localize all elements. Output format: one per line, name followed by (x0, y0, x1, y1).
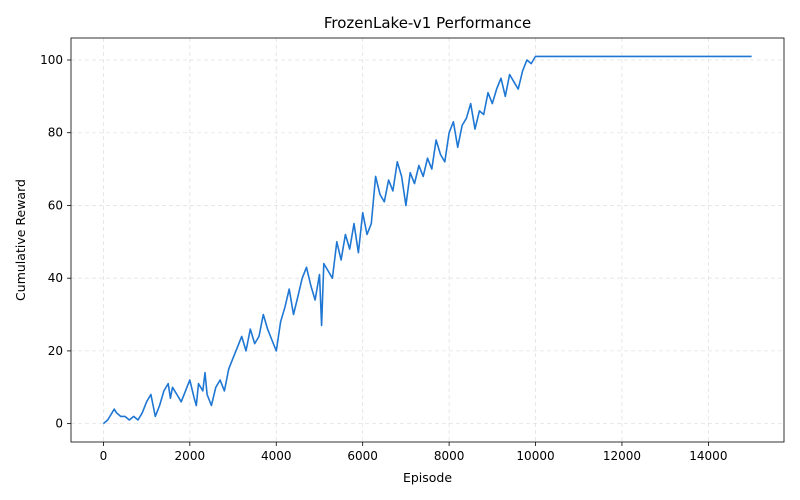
x-tick-label: 12000 (603, 449, 641, 463)
y-tick-label: 100 (40, 53, 63, 67)
x-axis-label: Episode (403, 470, 452, 485)
x-tick-label: 0 (100, 449, 108, 463)
x-tick-label: 8000 (434, 449, 465, 463)
y-tick-label: 20 (48, 344, 63, 358)
series-line (102, 55, 752, 425)
y-tick-label: 0 (55, 417, 63, 431)
x-tick-label: 6000 (347, 449, 378, 463)
grid (71, 38, 784, 442)
y-tick-label: 60 (48, 198, 63, 212)
chart-title: FrozenLake-v1 Performance (324, 14, 531, 32)
x-tick-label: 10000 (516, 449, 554, 463)
x-axis: 0 2000 4000 6000 8000 10000 12000 14000 (100, 442, 727, 463)
series-layer (102, 55, 752, 425)
plot-frame (70, 37, 785, 443)
y-tick-label: 40 (48, 271, 63, 285)
y-axis-label: Cumulative Reward (13, 179, 28, 301)
x-tick-label: 2000 (175, 449, 206, 463)
y-axis: 0 20 40 60 80 100 (40, 53, 71, 431)
x-tick-label: 4000 (261, 449, 292, 463)
y-tick-label: 80 (48, 126, 63, 140)
x-tick-label: 14000 (689, 449, 727, 463)
